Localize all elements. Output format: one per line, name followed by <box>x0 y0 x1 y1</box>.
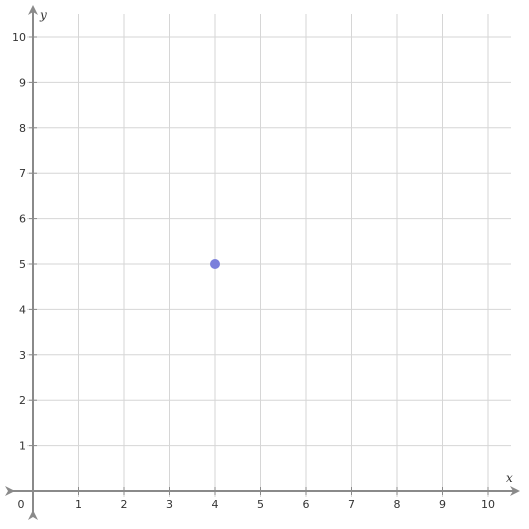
y-tick-label: 10 <box>12 31 26 44</box>
x-tick-label: 8 <box>394 498 401 511</box>
x-tick-label: 0 <box>18 498 25 511</box>
y-tick-label: 2 <box>19 394 26 407</box>
x-tick-label: 1 <box>75 498 82 511</box>
data-points <box>210 259 220 269</box>
y-tick-label: 3 <box>19 349 26 362</box>
axes <box>5 5 520 520</box>
y-tick-label: 6 <box>19 213 26 226</box>
y-tick-label: 7 <box>19 167 26 180</box>
x-tick-label: 3 <box>166 498 173 511</box>
x-tick-label: 5 <box>257 498 264 511</box>
data-point <box>210 259 220 269</box>
y-tick-label: 8 <box>19 122 26 135</box>
y-tick-label: 5 <box>19 258 26 271</box>
y-tick-label: 1 <box>19 440 26 453</box>
x-tick-label: 2 <box>121 498 128 511</box>
x-tick-label: 7 <box>348 498 355 511</box>
ticks <box>29 36 489 495</box>
x-tick-label: 4 <box>212 498 219 511</box>
x-tick-label: 9 <box>439 498 446 511</box>
y-tick-label: 4 <box>19 303 26 316</box>
y-axis-title: y <box>39 8 47 22</box>
grid <box>27 14 511 497</box>
x-axis-title: x <box>506 471 513 485</box>
x-tick-label: 10 <box>481 498 495 511</box>
x-tick-label: 6 <box>303 498 310 511</box>
tick-labels: 0 1 2 3 4 5 6 7 8 9 10 1 2 3 4 5 6 7 8 9 10 <box>12 31 495 511</box>
y-tick-label: 9 <box>19 76 26 89</box>
